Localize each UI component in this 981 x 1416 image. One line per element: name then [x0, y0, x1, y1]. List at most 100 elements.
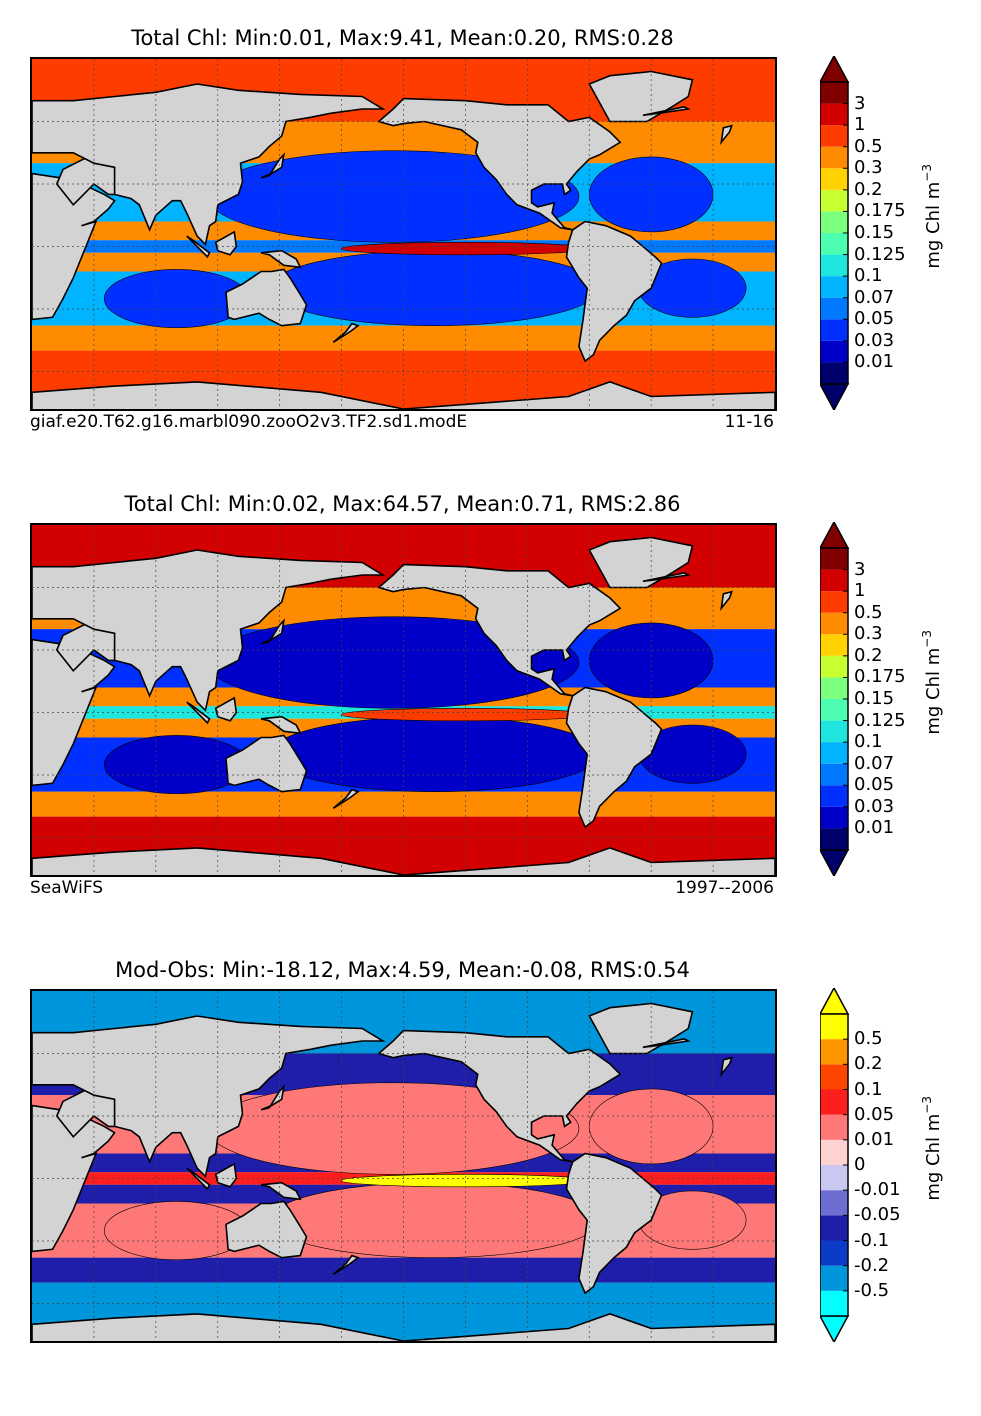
colorbar-tick-label: 1 [854, 580, 866, 602]
colorbar-tick-label: 1 [854, 114, 866, 136]
colorbar-segment [820, 1240, 848, 1266]
colorbar-segment [820, 763, 848, 786]
land-mass [260, 249, 302, 269]
colorbar-segment [820, 1114, 848, 1140]
land-mass [32, 83, 386, 246]
land-mass [225, 734, 308, 793]
land-mass [565, 686, 663, 829]
colorbar-segment [820, 699, 848, 721]
colorbar [820, 56, 850, 410]
colorbar-segment [820, 677, 848, 699]
colorbar-segment [820, 319, 848, 341]
gyre-region [269, 250, 600, 326]
colorbar-segment [820, 1190, 848, 1216]
colorbar-label: mg Chl m−3 [920, 1096, 950, 1201]
colorbar-segment [820, 612, 848, 635]
colorbar-segment [820, 168, 848, 190]
colorbar-segment [820, 276, 848, 298]
colorbar-extend-max [820, 56, 850, 83]
colorbar-segment [820, 720, 848, 743]
colorbar-tick-label: 0.5 [854, 135, 883, 157]
colorbar-segment [820, 1014, 848, 1040]
colorbar-tick-label: -0.05 [854, 1204, 901, 1226]
chart-title: Total Chl: Min:0.02, Max:64.57, Mean:0.7… [124, 492, 681, 516]
colorbar-segment [820, 1064, 848, 1090]
colorbar-tick-label: 0.03 [854, 795, 895, 817]
colorbar-tick-label: 0.15 [854, 688, 895, 709]
map-plot [30, 989, 777, 1343]
colorbar-tick-label: 0.01 [854, 817, 895, 839]
colorbar-tick-label: -0.1 [854, 1229, 890, 1251]
colorbar-segment [820, 1290, 848, 1316]
colorbar-tick-label: 0.15 [854, 222, 895, 243]
colorbar-segment [820, 233, 848, 255]
colorbar-extend-min [820, 1315, 850, 1342]
land-mass [332, 1254, 360, 1275]
land-mass [32, 381, 775, 409]
land-mass [32, 549, 386, 712]
colorbar-tick-label: 0.2 [854, 178, 883, 200]
colorbar-segment [820, 340, 848, 363]
colorbar-segment [820, 82, 848, 104]
colorbar-tick-label: 3 [854, 92, 866, 114]
map-svg [32, 991, 775, 1341]
gyre-region [269, 1182, 600, 1258]
colorbar-tick-label: 0.1 [854, 265, 883, 287]
land-mass [260, 618, 286, 645]
land-mass [32, 847, 775, 875]
gyre-region [269, 716, 600, 792]
colorbar-segment [820, 1039, 848, 1065]
colorbar-segment [820, 569, 848, 592]
land-mass [642, 1038, 691, 1049]
colorbar-extend-max [820, 988, 850, 1015]
land-mass [720, 124, 733, 146]
colorbar-segment [820, 189, 848, 212]
colorbar [820, 988, 850, 1342]
colorbar-tick-label: 0.01 [854, 351, 895, 373]
colorbar-tick-label: 0.1 [854, 731, 883, 753]
colorbar-label-exp: −3 [920, 630, 934, 648]
colorbar-tick-label: 0.3 [854, 623, 883, 645]
colorbar-tick-label: 0.5 [854, 1028, 883, 1050]
colorbar-tick-label: 0.175 [854, 200, 906, 222]
colorbar-segment [820, 548, 848, 570]
colorbar-label-text: mg Chl m [923, 647, 944, 735]
colorbar-tick-label: 0 [854, 1154, 866, 1175]
colorbar-tick-label: 0.03 [854, 329, 895, 351]
colorbar-segment [820, 211, 848, 233]
colorbar-segment [820, 297, 848, 320]
colorbar-tick-label: 0.3 [854, 157, 883, 179]
land-mass [565, 1152, 663, 1295]
colorbar-segment [820, 1089, 848, 1115]
colorbar-label: mg Chl m−3 [920, 630, 950, 735]
colorbar-tick-label: -0.2 [854, 1254, 890, 1276]
land-mass [565, 220, 663, 363]
footer-right: 1997--2006 [675, 878, 774, 898]
chart-panel-2: Total Chl: Min:0.02, Max:64.57, Mean:0.7… [0, 490, 981, 950]
land-mass [260, 1084, 286, 1111]
land-mass [260, 152, 286, 179]
footer-left: SeaWiFS [30, 878, 104, 898]
colorbar-tick-label: 0.2 [854, 1053, 883, 1075]
map-svg [32, 525, 775, 875]
colorbar-tick-label: -0.5 [854, 1279, 890, 1301]
land-mass [588, 1002, 694, 1055]
land-mass [332, 788, 360, 809]
colorbar-extend-max [820, 522, 850, 549]
colorbar-segment [820, 591, 848, 613]
chart-title: Mod-Obs: Min:-18.12, Max:4.59, Mean:-0.0… [115, 958, 690, 982]
chart-panel-1: Total Chl: Min:0.01, Max:9.41, Mean:0.20… [0, 24, 981, 484]
colorbar-segment [820, 634, 848, 656]
land-mass [225, 1200, 308, 1259]
colorbar-extend-min [820, 849, 850, 876]
footer-right: 11-16 [724, 412, 774, 432]
colorbar-tick-label: 0.07 [854, 286, 895, 308]
land-mass [32, 1313, 775, 1341]
colorbar [820, 522, 850, 876]
colorbar-tick-label: 0.125 [854, 709, 906, 731]
land-mass [377, 563, 622, 697]
land-mass [332, 322, 360, 343]
colorbar-segment [820, 828, 848, 850]
colorbar-extend-min [820, 383, 850, 410]
colorbar-tick-label: 0.05 [854, 1103, 895, 1125]
